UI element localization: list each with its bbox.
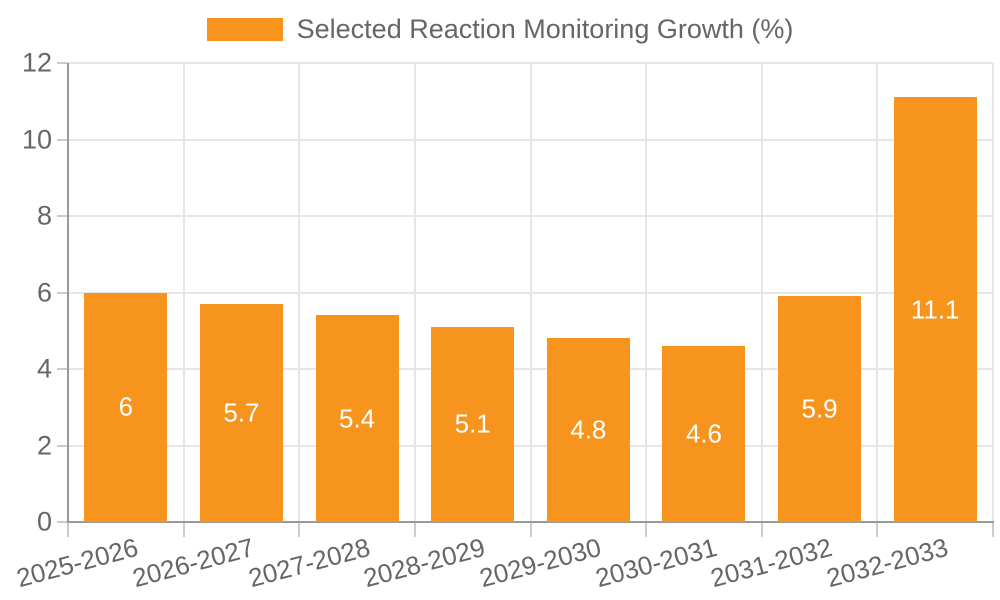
x-axis-tick-label: 2028-2029 bbox=[360, 532, 489, 594]
bar[interactable] bbox=[84, 292, 167, 522]
x-axis-tick-label: 2029-2030 bbox=[476, 532, 605, 594]
x-gridline bbox=[413, 63, 416, 522]
y-tick-mark bbox=[57, 62, 68, 64]
y-tick-mark bbox=[57, 444, 68, 447]
x-tick-mark bbox=[529, 522, 532, 537]
bar[interactable] bbox=[894, 97, 977, 522]
legend-swatch bbox=[206, 18, 283, 41]
y-axis-tick-label: 12 bbox=[21, 47, 52, 78]
bar-value-label: 11.1 bbox=[910, 294, 960, 325]
y-axis-tick-label: 6 bbox=[36, 277, 52, 307]
y-axis-tick-label: 8 bbox=[36, 200, 52, 231]
bar-value-label: 5.9 bbox=[801, 393, 838, 424]
y-axis-tick-label: 10 bbox=[21, 124, 52, 154]
bar-value-label: 5.4 bbox=[338, 403, 376, 434]
x-tick-mark bbox=[182, 522, 185, 537]
x-axis-tick-label: 2030-2031 bbox=[591, 532, 720, 594]
x-tick-mark bbox=[876, 522, 879, 537]
bar-value-label: 6 bbox=[118, 391, 134, 422]
y-tick-mark bbox=[57, 215, 68, 217]
bar-value-label: 4.8 bbox=[570, 414, 607, 445]
x-tick-mark bbox=[298, 522, 301, 537]
x-axis-tick-label: 2031-2032 bbox=[707, 532, 836, 594]
y-tick-mark bbox=[57, 138, 68, 141]
x-tick-mark bbox=[760, 522, 763, 537]
y-axis-tick-label: 2 bbox=[36, 430, 52, 460]
x-gridline bbox=[182, 63, 185, 522]
x-gridline bbox=[876, 63, 879, 522]
y-tick-mark bbox=[57, 291, 68, 294]
x-tick-mark bbox=[645, 522, 648, 537]
bar[interactable] bbox=[662, 346, 745, 522]
bar[interactable] bbox=[316, 315, 399, 522]
y-tick-mark bbox=[57, 521, 68, 523]
x-gridline bbox=[992, 63, 994, 522]
x-axis-tick-label: 2026-2027 bbox=[129, 532, 258, 594]
x-gridline bbox=[298, 63, 301, 522]
x-gridline bbox=[760, 63, 763, 522]
legend-label: Selected Reaction Monitoring Growth (%) bbox=[296, 14, 794, 44]
bar-value-label: 5.1 bbox=[454, 408, 491, 439]
x-axis-line bbox=[67, 521, 994, 523]
bar[interactable] bbox=[431, 326, 514, 522]
x-tick-mark bbox=[413, 522, 416, 537]
bar-value-label: 5.7 bbox=[223, 397, 260, 428]
x-tick-mark bbox=[992, 522, 994, 537]
y-axis-tick-label: 0 bbox=[36, 506, 52, 537]
legend-item[interactable]: Selected Reaction Monitoring Growth (%) bbox=[0, 14, 1000, 45]
x-tick-mark bbox=[67, 522, 69, 537]
x-gridline bbox=[645, 63, 648, 522]
y-axis-tick-label: 4 bbox=[36, 353, 52, 384]
x-axis-tick-label: 2025-2026 bbox=[13, 532, 142, 594]
x-axis-tick-label: 2027-2028 bbox=[244, 532, 373, 594]
y-tick-mark bbox=[57, 368, 68, 370]
bar[interactable] bbox=[778, 296, 861, 522]
bar-value-label: 4.6 bbox=[685, 418, 723, 449]
bar[interactable] bbox=[200, 303, 283, 522]
bar[interactable] bbox=[547, 338, 630, 522]
y-axis-line bbox=[67, 63, 69, 522]
x-axis-tick-label: 2032-2033 bbox=[823, 532, 951, 594]
x-gridline bbox=[529, 63, 532, 522]
